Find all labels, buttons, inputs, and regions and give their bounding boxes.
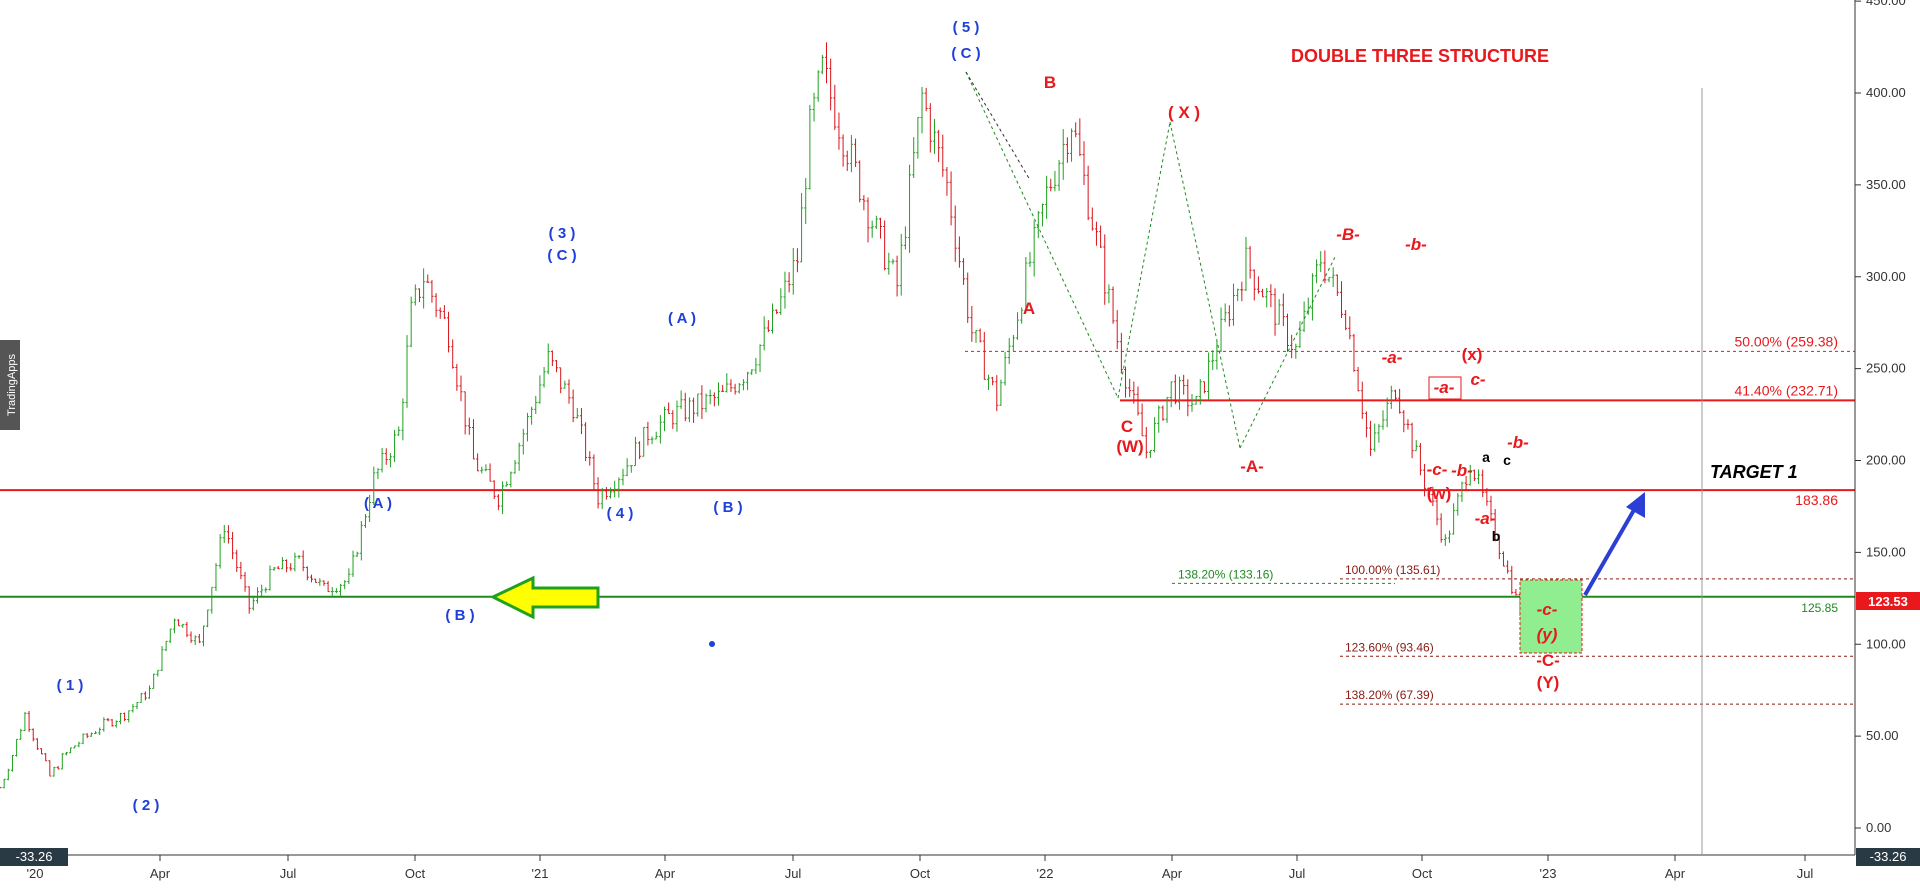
price-tick-label: 250.00 [1866, 361, 1906, 376]
swing-line-a-down [1169, 121, 1241, 449]
wave-label-red: (W) [1116, 437, 1143, 456]
time-tick-label: '21 [532, 866, 549, 881]
swing-line-w-down [965, 71, 1119, 399]
wave-label-red: ( X ) [1168, 103, 1200, 122]
wave-label-black: b [1492, 528, 1501, 544]
target-label: TARGET 1 [1710, 462, 1798, 482]
swing-line-x-up [1117, 121, 1171, 399]
wave-label-black: c [1503, 452, 1511, 468]
time-tick-label: Apr [655, 866, 676, 881]
price-tick-label: 350.00 [1866, 177, 1906, 192]
time-tick-label: Jul [1797, 866, 1814, 881]
wave-label-red: -a- [1475, 509, 1496, 528]
fib-level-label: 125.85 [1801, 601, 1838, 615]
fib-level-label: 138.20% (67.39) [1345, 688, 1434, 702]
projection-arrow-shaft [1583, 502, 1640, 596]
wave-label-red: -A- [1240, 457, 1264, 476]
watermark-text: TradingApps [6, 354, 18, 416]
wave-label-red: -C- [1536, 651, 1560, 670]
fib-level-label: 41.40% (232.71) [1734, 382, 1838, 398]
price-tick-label: 450.00 [1866, 0, 1906, 8]
wave-label-red: A [1023, 299, 1035, 318]
fib-level-label: 123.60% (93.46) [1345, 640, 1434, 654]
blue-dot-marker [709, 641, 715, 647]
wave-label-blue: ( B ) [713, 499, 742, 516]
axis-min-badge-right [1856, 848, 1920, 866]
wave-label-red: -c- [1427, 460, 1448, 479]
time-tick-label: Oct [405, 866, 426, 881]
wave-label-blue: ( C ) [547, 247, 576, 264]
axis-min-label-left: -33.26 [16, 849, 53, 864]
wave-label-red: (x) [1462, 345, 1483, 364]
price-axis: 0.00 50.00 100.00 150.00 200.00 250.00 300.00 3… [1854, 0, 1920, 866]
price-tick-label: 400.00 [1866, 85, 1906, 100]
wave-label-blue: ( 3 ) [549, 225, 576, 242]
price-tick-label: 100.00 [1866, 636, 1906, 651]
wave-label-red: c- [1470, 370, 1485, 389]
axis-min-badge-left [0, 848, 68, 866]
last-price-label: 123.53 [1868, 594, 1908, 609]
wave-label-black: a [1482, 449, 1490, 465]
time-tick-label: '22 [1037, 866, 1054, 881]
fib-level-label: 50.00% (259.38) [1734, 333, 1838, 349]
target-zone-box [1519, 579, 1583, 654]
price-tick-label: 150.00 [1866, 544, 1906, 559]
price-tick-label: 0.00 [1866, 820, 1891, 835]
wave-label-blue: ( 4 ) [607, 505, 634, 522]
time-tick-label: Oct [910, 866, 931, 881]
last-price-badge [1856, 592, 1920, 611]
price-tick-label: 50.00 [1866, 728, 1899, 743]
chart-title: DOUBLE THREE STRUCTURE [1291, 46, 1549, 66]
fib-level-label: 183.86 [1795, 492, 1838, 508]
fib-level-label: 138.20% (133.16) [1178, 567, 1273, 581]
price-tick-label: 300.00 [1866, 269, 1906, 284]
wave-label-red: -c- [1537, 600, 1558, 619]
wave-annotations: ( 1 ) ( 2 ) ( A ) ( B ) ( 3 ) ( C ) ( 4 ) ( A )… [57, 19, 1645, 814]
time-tick-label: Oct [1412, 866, 1433, 881]
wave-label-red: -b- [1507, 433, 1529, 452]
projection-arrow-head [1626, 492, 1645, 518]
wave-label-blue: ( A ) [668, 310, 696, 327]
time-tick-label: Jul [280, 866, 297, 881]
time-tick-label: Jul [1289, 866, 1306, 881]
wave-label-red: -a- [1382, 348, 1403, 367]
wave-label-blue: ( B ) [445, 607, 474, 624]
yellow-pointer-arrow [489, 575, 600, 620]
time-tick-label: '20 [27, 866, 44, 881]
time-axis: -33.26 '20 Apr Jul Oct '21 Apr Jul Oct '22 Apr Jul O… [0, 88, 1855, 881]
price-candles [0, 42, 1543, 789]
time-tick-label: '23 [1540, 866, 1557, 881]
wave-label-blue: ( A ) [364, 495, 392, 512]
wave-label-blue: ( 2 ) [133, 797, 160, 814]
time-tick-label: Jul [785, 866, 802, 881]
wave-a-highlight-box [1428, 376, 1462, 400]
wave-label-red: (Y) [1537, 673, 1560, 692]
wave-label-red: -b- [1405, 235, 1427, 254]
wave-label-red: -b- [1451, 461, 1473, 480]
wave-label-blue: ( C ) [951, 45, 980, 62]
time-tick-label: Apr [1665, 866, 1686, 881]
fib-level-label: 100.00% (135.61) [1345, 563, 1440, 577]
wave-label-red: (y) [1537, 625, 1558, 644]
wave-label-red: C [1121, 417, 1133, 436]
wave-label-red: B [1044, 73, 1056, 92]
wave-label-red: -B- [1336, 225, 1360, 244]
wave-label-blue: ( 5 ) [953, 19, 980, 36]
wave-label-red: -a- [1434, 378, 1455, 397]
time-tick-label: Apr [1162, 866, 1183, 881]
swing-line-black [965, 71, 1031, 181]
axis-min-label-right: -33.26 [1870, 849, 1907, 864]
time-tick-label: Apr [150, 866, 171, 881]
wave-label-red: (w) [1427, 484, 1452, 503]
wave-label-blue: ( 1 ) [57, 677, 84, 694]
watermark-badge: TradingApps [0, 340, 20, 430]
price-tick-label: 200.00 [1866, 453, 1906, 468]
